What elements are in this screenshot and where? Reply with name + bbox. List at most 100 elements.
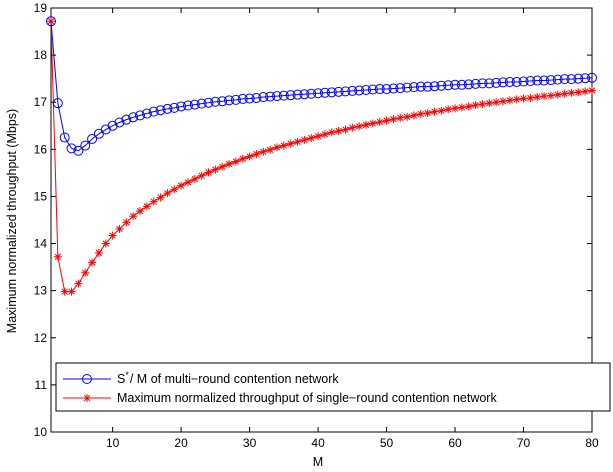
data-point-single-round [560,89,569,98]
data-point-single-round [498,97,507,106]
data-point-single-round [505,96,514,105]
data-point-multi-round [114,117,125,128]
data-point-single-round [101,239,110,248]
data-point-multi-round [477,78,488,89]
data-point-multi-round [271,91,282,102]
data-point-multi-round [46,16,56,27]
legend-label-multi-round: S*/ M of multi−round contention network [117,370,339,386]
x-axis-label: M [313,455,323,469]
data-point-single-round [362,120,371,129]
data-point-multi-round [313,88,324,99]
y-tick-label: 19 [34,1,48,15]
data-point-multi-round [566,74,577,85]
data-point-single-round [314,132,323,141]
data-point-single-round [567,88,576,97]
data-point-single-round [74,279,83,288]
data-point-single-round [444,105,453,114]
plot-area: 10 20 30 40 50 60 70 80 10 11 12 13 14 15 16 17 18 19 [34,1,599,450]
legend-label-multi-round-sup: * [125,370,129,380]
data-point-single-round [588,86,596,95]
data-point-single-round [409,111,418,120]
data-point-multi-round [299,89,310,100]
data-point-multi-round [87,133,98,144]
data-point-multi-round [237,93,248,104]
data-point-single-round [272,143,281,152]
data-point-single-round [115,224,124,233]
data-point-single-round [67,287,76,296]
data-point-multi-round [580,73,591,84]
data-point-multi-round [326,87,337,98]
data-point-multi-round [155,105,166,116]
data-point-multi-round [203,97,214,108]
legend-marker-single-round [83,394,91,402]
data-point-single-round [553,90,562,99]
data-point-single-round [382,116,391,125]
data-point-multi-round [66,143,77,154]
data-point-multi-round [189,99,200,110]
data-point-multi-round [230,94,241,105]
data-point-single-round [471,101,480,110]
data-point-multi-round [532,75,543,86]
data-point-single-round [279,141,288,150]
data-point-multi-round [52,98,63,109]
data-point-single-round [519,94,528,103]
data-point-single-round [149,197,158,206]
data-point-single-round [581,87,590,96]
x-tick-label: 80 [585,436,599,450]
data-point-multi-round [415,81,426,92]
data-point-single-round [286,139,295,148]
x-tick-label: 60 [448,436,462,450]
data-point-multi-round [176,101,187,112]
data-point-single-round [403,112,412,121]
data-point-single-round [81,268,90,277]
data-point-single-round [225,159,234,168]
legend-label-multi-round-main: S [117,372,125,386]
y-tick-label: 12 [34,331,48,345]
data-point-multi-round [511,76,522,87]
data-point-single-round [540,92,549,101]
data-point-multi-round [306,88,317,99]
y-tick-label: 13 [34,284,48,298]
data-point-multi-round [559,74,570,85]
data-point-single-round [142,202,151,211]
data-point-single-round [451,104,460,113]
data-point-multi-round [443,80,454,91]
data-point-multi-round [265,91,276,102]
data-point-single-round [156,193,165,202]
data-point-single-round [108,231,117,240]
y-tick-label: 16 [34,142,48,156]
data-point-single-round [94,248,103,257]
data-point-multi-round [354,85,365,96]
data-point-multi-round [319,87,330,98]
data-point-multi-round [162,103,173,114]
data-point-single-round [423,109,432,118]
x-tick-label: 40 [311,436,325,450]
data-point-multi-round [333,86,344,97]
data-point-single-round [266,145,275,154]
data-point-multi-round [395,83,406,94]
data-point-single-round [245,152,254,161]
series-line-multi-round [50,21,593,152]
data-point-single-round [533,93,542,102]
data-point-single-round [60,287,69,296]
data-point-single-round [375,118,384,127]
data-point-single-round [177,181,186,190]
data-point-single-round [88,258,97,267]
data-point-multi-round [374,84,385,95]
data-point-multi-round [169,102,180,113]
y-tick-label: 17 [34,95,48,109]
data-point-multi-round [491,77,502,88]
data-point-multi-round [135,110,146,121]
data-point-multi-round [497,77,508,88]
x-tick-label: 50 [380,436,394,450]
data-point-multi-round [217,96,228,107]
data-point-multi-round [504,76,515,87]
data-point-single-round [464,102,473,111]
data-point-multi-round [470,78,481,89]
data-point-multi-round [388,83,399,94]
data-point-single-round [341,125,350,134]
data-point-multi-round [285,90,296,101]
axes-frame [50,7,593,433]
data-point-single-round [348,123,357,132]
data-point-single-round [485,99,494,108]
